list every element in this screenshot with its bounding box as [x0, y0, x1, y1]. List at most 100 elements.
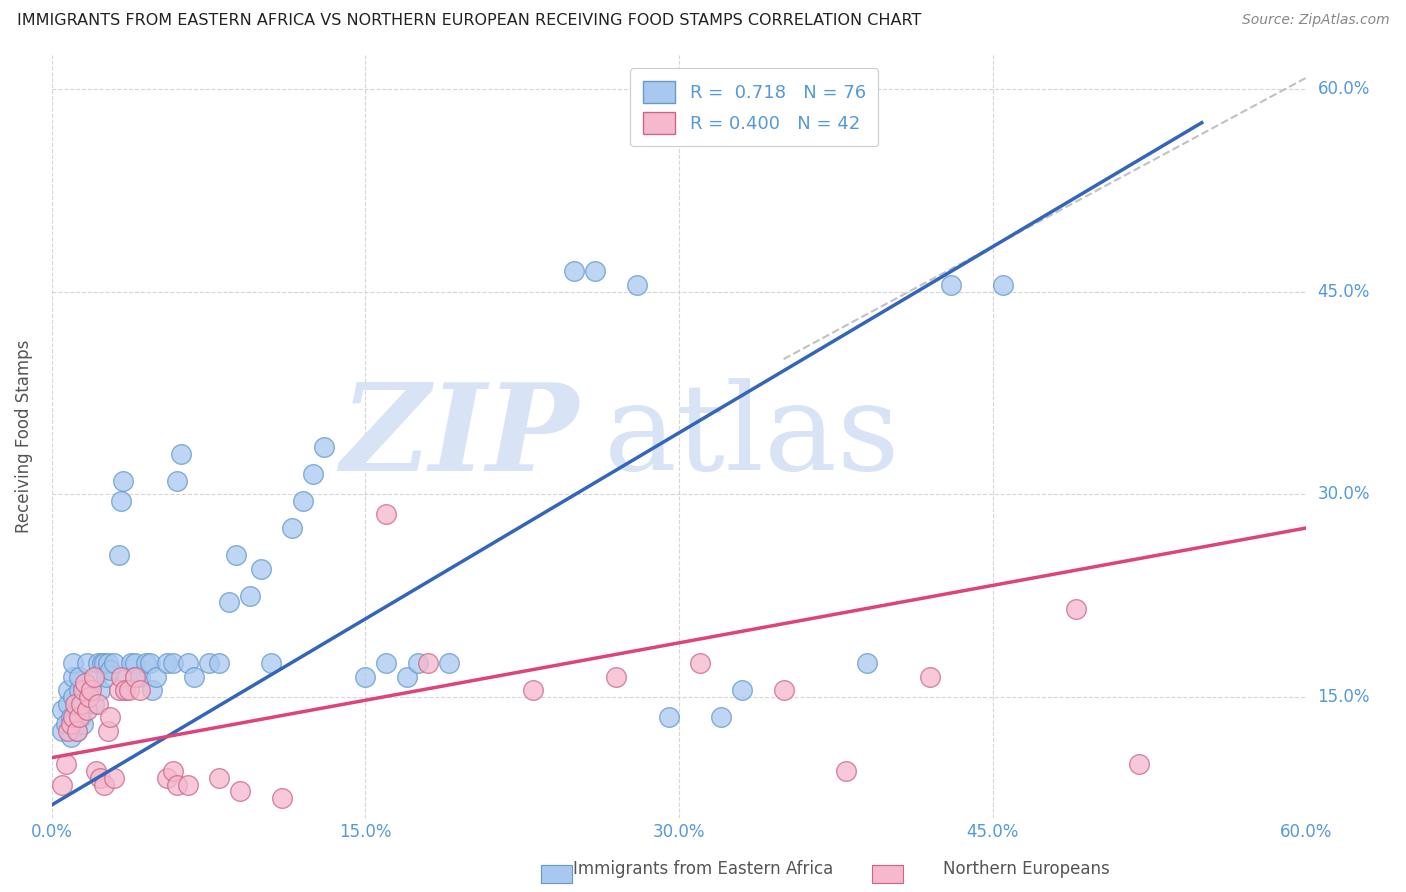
Y-axis label: Receiving Food Stamps: Receiving Food Stamps — [15, 340, 32, 533]
Point — [124, 670, 146, 684]
Text: atlas: atlas — [603, 378, 900, 495]
Point — [124, 656, 146, 670]
Text: ZIP: ZIP — [340, 377, 579, 496]
Point — [250, 561, 273, 575]
Point — [270, 791, 292, 805]
Point — [605, 670, 627, 684]
Point — [162, 656, 184, 670]
Point — [354, 670, 377, 684]
Point — [66, 723, 89, 738]
Point — [260, 656, 283, 670]
Text: 60.0%: 60.0% — [1317, 80, 1369, 98]
Point — [312, 440, 335, 454]
Point — [98, 710, 121, 724]
Point — [1066, 602, 1088, 616]
Point — [772, 683, 794, 698]
Point — [84, 764, 107, 779]
Point — [170, 447, 193, 461]
Point — [63, 717, 86, 731]
Point — [291, 494, 314, 508]
Point — [166, 778, 188, 792]
Point — [162, 764, 184, 779]
Point — [176, 778, 198, 792]
Point — [75, 676, 97, 690]
Point — [67, 683, 90, 698]
Text: Source: ZipAtlas.com: Source: ZipAtlas.com — [1241, 13, 1389, 28]
Point — [239, 589, 262, 603]
Point — [225, 548, 247, 562]
Point — [731, 683, 754, 698]
Point — [84, 670, 107, 684]
Point — [89, 683, 111, 698]
Point — [63, 697, 86, 711]
Point — [120, 656, 142, 670]
Text: 15.0%: 15.0% — [1317, 688, 1369, 706]
Point — [118, 683, 141, 698]
Point — [124, 670, 146, 684]
Point — [51, 723, 73, 738]
Point — [79, 690, 101, 704]
Point — [97, 656, 120, 670]
Point — [66, 723, 89, 738]
Point — [128, 683, 150, 698]
Point — [110, 670, 132, 684]
Point — [564, 264, 586, 278]
Point — [58, 723, 80, 738]
Text: Immigrants from Eastern Africa: Immigrants from Eastern Africa — [572, 860, 834, 878]
Point — [58, 683, 80, 698]
Point — [522, 683, 544, 698]
Point — [396, 670, 419, 684]
Point — [375, 656, 398, 670]
Point — [87, 697, 110, 711]
Point — [62, 690, 84, 704]
Point — [856, 656, 879, 670]
Point — [141, 683, 163, 698]
Point — [658, 710, 681, 724]
Point — [107, 683, 129, 698]
Point — [183, 670, 205, 684]
Point — [176, 656, 198, 670]
Point — [991, 277, 1014, 292]
Point — [51, 703, 73, 717]
Point — [103, 656, 125, 670]
Point — [59, 731, 82, 745]
Point — [375, 508, 398, 522]
Point — [208, 771, 231, 785]
Point — [76, 703, 98, 717]
Legend: R =  0.718   N = 76, R = 0.400   N = 42: R = 0.718 N = 76, R = 0.400 N = 42 — [630, 68, 879, 146]
Point — [98, 663, 121, 677]
Point — [583, 264, 606, 278]
Text: 45.0%: 45.0% — [1317, 283, 1369, 301]
Point — [281, 521, 304, 535]
Point — [87, 656, 110, 670]
Point — [115, 670, 138, 684]
Point — [939, 277, 962, 292]
Point — [135, 656, 157, 670]
Point — [93, 656, 115, 670]
Text: Northern Europeans: Northern Europeans — [943, 860, 1109, 878]
Point — [62, 656, 84, 670]
Point — [139, 656, 162, 670]
Point — [51, 778, 73, 792]
Point — [114, 683, 136, 698]
Point — [97, 723, 120, 738]
Point — [75, 683, 97, 698]
Point — [70, 710, 93, 724]
Point — [93, 778, 115, 792]
Point — [89, 771, 111, 785]
Point — [59, 717, 82, 731]
Point — [166, 474, 188, 488]
Point — [218, 595, 240, 609]
Point — [67, 710, 90, 724]
Point — [83, 697, 105, 711]
Point — [70, 697, 93, 711]
Point — [76, 656, 98, 670]
Point — [62, 710, 84, 724]
Point — [66, 703, 89, 717]
Point — [128, 670, 150, 684]
Point — [103, 771, 125, 785]
Point — [710, 710, 733, 724]
Point — [114, 683, 136, 698]
Point — [156, 771, 179, 785]
Point — [111, 474, 134, 488]
